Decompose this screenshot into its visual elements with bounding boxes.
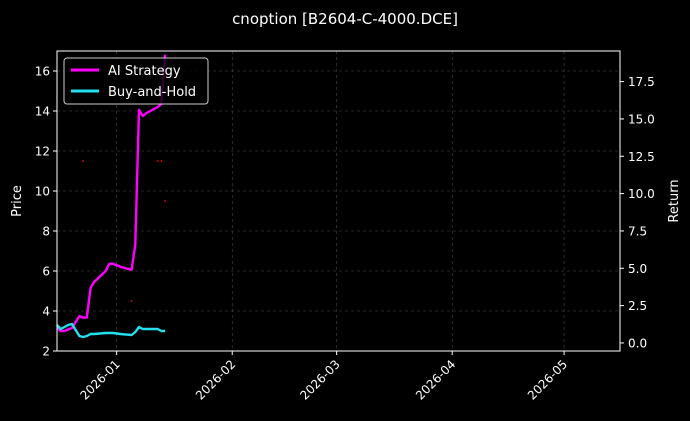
y-tick-label-right: 15.0: [628, 112, 655, 126]
y-tick-label-left: 2: [42, 345, 50, 359]
y-tick-label-right: 10.0: [628, 187, 655, 201]
legend-label-buy-and-hold: Buy-and-Hold: [108, 85, 196, 100]
series-layer: [56, 54, 167, 339]
legend: AI Strategy Buy-and-Hold: [63, 57, 209, 105]
x-tick-label: 2026-05: [525, 357, 570, 402]
x-tick-label: 2026-04: [413, 357, 458, 402]
x-tick-label: 2026-01: [77, 357, 122, 402]
y-tick-label-left: 16: [35, 65, 50, 79]
x-axis: 2026-01 2026-02 2026-03 2026-04 2026-05: [77, 351, 570, 403]
y-tick-label-left: 10: [35, 185, 50, 199]
trade-marker: [164, 200, 167, 202]
y-tick-label-left: 6: [42, 265, 50, 279]
y-tick-label-right: 0.0: [628, 336, 647, 350]
y-axis-label-left: Price: [10, 185, 25, 217]
legend-box: [63, 57, 209, 105]
trade-marker: [130, 300, 133, 302]
trade-marker: [160, 160, 163, 162]
y-tick-label-right: 2.5: [628, 299, 647, 313]
y-tick-label-left: 12: [35, 145, 50, 159]
y-tick-label-left: 4: [42, 305, 50, 319]
y-tick-label-right: 17.5: [628, 75, 655, 89]
series-line-ai-strategy: [56, 54, 167, 333]
y-tick-label-left: 8: [42, 225, 50, 239]
series-line-buy-and-hold: [56, 322, 166, 339]
chart-title: cnoption [B2604-C-4000.DCE]: [232, 10, 458, 28]
y-axis-label-right: Return: [667, 179, 682, 222]
y-axis-right: 0.0 2.5 5.0 7.5 10.0 12.5 15.0 17.5: [620, 75, 655, 350]
y-axis-left: 2 4 6 8 10 12 14 16: [35, 65, 57, 359]
y-tick-label-left: 14: [35, 105, 50, 119]
trade-marker: [156, 160, 159, 162]
legend-label-ai-strategy: AI Strategy: [108, 64, 181, 79]
y-tick-label-right: 5.0: [628, 262, 647, 276]
trade-markers: [82, 160, 167, 302]
x-tick-label: 2026-02: [193, 357, 238, 402]
x-tick-label: 2026-03: [297, 357, 342, 402]
plot-frame: [56, 50, 621, 352]
y-tick-label-right: 7.5: [628, 224, 647, 238]
y-tick-label-right: 12.5: [628, 150, 655, 164]
trade-marker: [82, 160, 84, 162]
